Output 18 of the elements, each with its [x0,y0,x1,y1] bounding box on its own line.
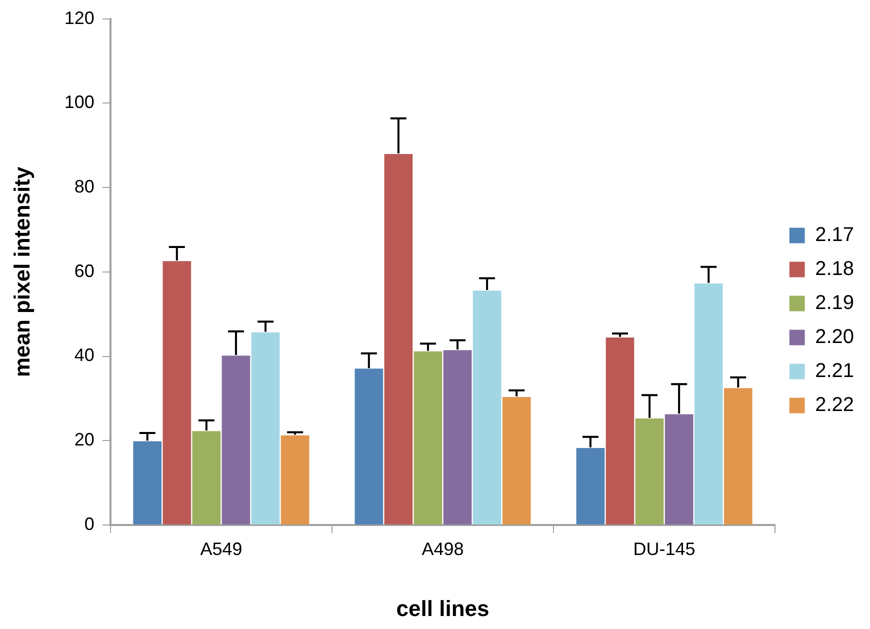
y-tick-label: 120 [64,8,94,28]
x-tick-label: A498 [422,538,464,559]
x-axis-title: cell lines [396,596,490,621]
x-tick-label: DU-145 [633,538,696,559]
y-axis-title: mean pixel intensity [9,166,34,378]
y-tick-label: 60 [74,260,94,281]
y-tick-label: 100 [64,92,94,112]
legend-label: 2.17 [815,224,854,246]
y-tick-label: 80 [74,176,94,196]
legend-label: 2.18 [815,258,854,280]
legend-label: 2.22 [815,394,854,416]
y-tick-label: 20 [74,430,94,450]
x-tick-label: A549 [200,538,242,559]
legend-label: 2.20 [815,326,854,348]
y-tick-label: 0 [84,514,94,534]
y-tick-label: 40 [74,345,94,366]
legend-label: 2.19 [815,292,854,314]
legend-label: 2.21 [815,360,854,382]
